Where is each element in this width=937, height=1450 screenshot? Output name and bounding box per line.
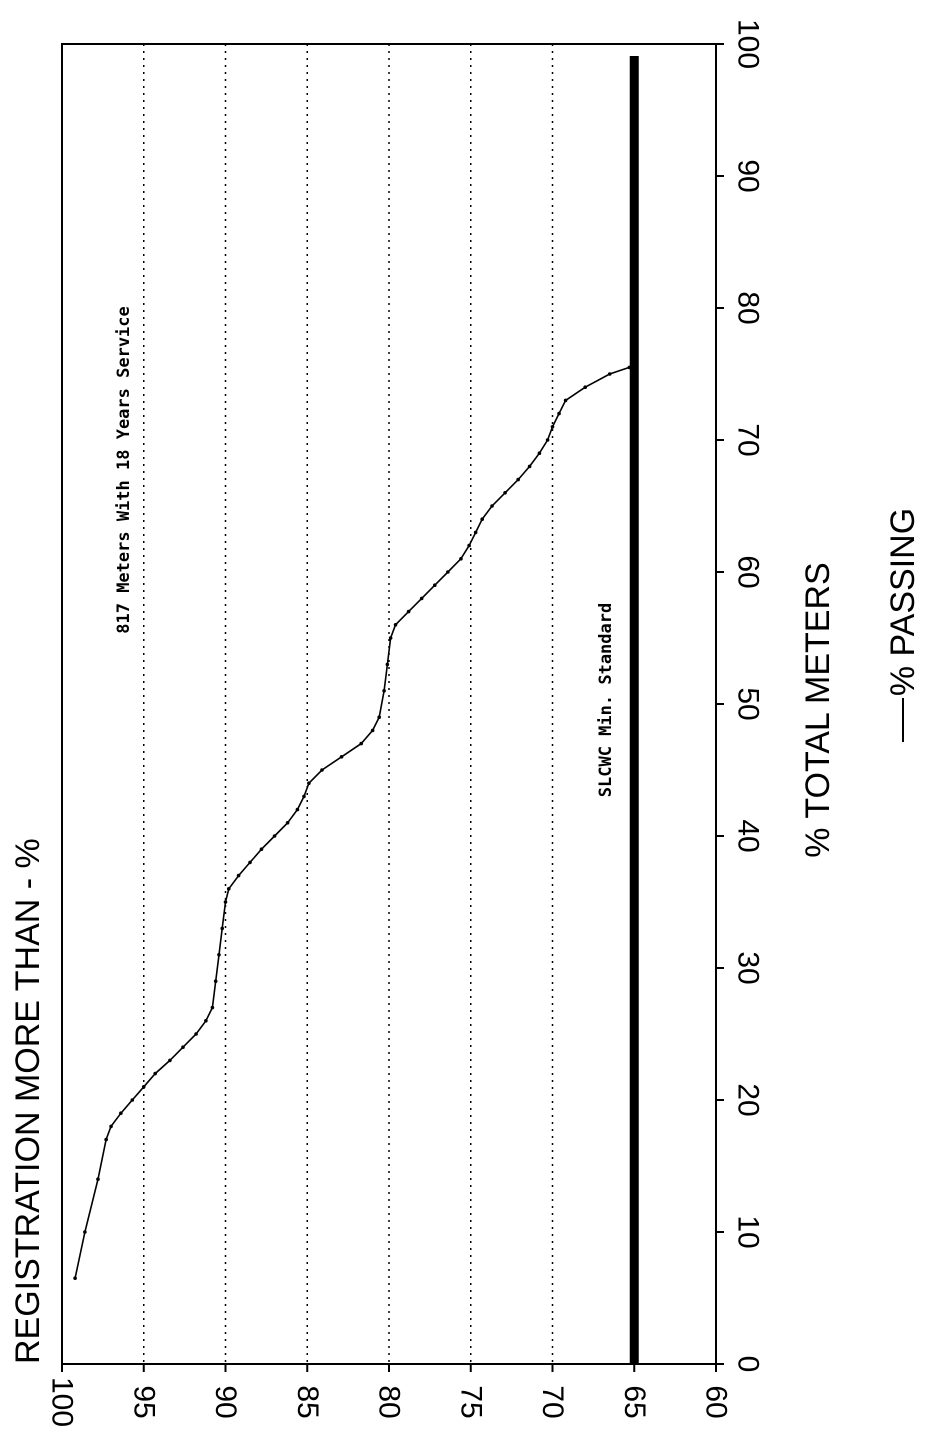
data-point: [210, 1005, 215, 1010]
x-tick-label: 90: [732, 159, 765, 192]
data-point: [168, 1058, 172, 1063]
data-point: [545, 438, 550, 442]
x-tick-label: 100: [732, 19, 765, 69]
y-tick-label: 100: [46, 1377, 79, 1427]
data-point: [607, 372, 612, 376]
series-line: [74, 366, 630, 1279]
y-tick-label: 65: [618, 1385, 651, 1418]
annotation-meters: 817 Meters With 18 Years Service: [114, 306, 134, 634]
data-point: [550, 425, 555, 429]
data-point: [153, 1071, 157, 1076]
data-point: [220, 926, 225, 931]
data-point: [226, 887, 231, 891]
data-point: [370, 728, 375, 733]
y-tick-label: 70: [536, 1385, 569, 1418]
data-point: [527, 464, 532, 469]
x-tick-label: 20: [732, 1083, 765, 1116]
legend-label: % PASSING: [884, 508, 922, 696]
x-tick-label: 30: [732, 951, 765, 984]
x-axis-label: % TOTAL METERS: [799, 562, 837, 857]
data-point: [432, 583, 437, 587]
annotation-standard: SLCWC Min. Standard: [596, 603, 616, 797]
data-point: [557, 411, 561, 416]
data-point: [382, 689, 386, 693]
y-tick-label: 95: [127, 1385, 160, 1418]
data-point: [516, 477, 520, 482]
data-point: [141, 1085, 146, 1089]
data-point: [109, 1124, 113, 1129]
data-point: [236, 873, 241, 878]
data-point: [217, 953, 221, 957]
x-tick-label: 10: [732, 1215, 765, 1248]
data-point: [388, 636, 393, 640]
y-tick-label: 80: [373, 1385, 406, 1418]
data-point: [563, 398, 568, 403]
data-point: [73, 1276, 77, 1280]
y-tick-label: 85: [291, 1385, 324, 1418]
plot-area: 100 95 90 85 80 75 70 65 60 0 10 20 30 40 50 60 70 80 90 10…: [9, 19, 922, 1427]
data-point: [467, 543, 471, 548]
data-point: [119, 1111, 123, 1115]
data-point: [285, 821, 290, 825]
data-point: [473, 530, 478, 535]
data-point: [393, 623, 398, 627]
y-tick-label: 60: [700, 1385, 733, 1418]
data-point: [204, 1019, 208, 1023]
data-point: [459, 557, 463, 561]
data-point: [320, 768, 324, 772]
chart-title: REGISTRATION MORE THAN - %: [9, 838, 47, 1364]
data-point: [181, 1045, 185, 1049]
data-point: [130, 1098, 135, 1102]
plot-frame: [61, 43, 717, 1365]
data-point: [213, 979, 218, 983]
x-tick-label: 70: [732, 423, 765, 456]
data-point: [295, 807, 300, 812]
data-point: [104, 1137, 108, 1142]
x-tick-label: 40: [732, 819, 765, 852]
x-tick-label: 60: [732, 555, 765, 588]
data-point: [490, 504, 494, 508]
data-point: [259, 847, 264, 851]
data-point: [406, 609, 411, 614]
data-point: [537, 451, 542, 456]
x-tick-label: 80: [732, 291, 765, 324]
data-point: [385, 662, 390, 667]
data-point: [480, 517, 484, 521]
data-point: [503, 491, 507, 495]
data-point: [419, 596, 424, 601]
data-point: [627, 365, 632, 370]
y-tick-label: 75: [454, 1385, 487, 1418]
data-point: [96, 1177, 100, 1181]
data-point: [272, 834, 277, 838]
data-point: [248, 860, 252, 865]
data-point: [194, 1032, 198, 1036]
data-point: [377, 715, 381, 719]
x-tick-label: 50: [732, 687, 765, 720]
data-point: [223, 900, 228, 904]
x-tick-label: 0: [732, 1356, 765, 1373]
y-tick-label: 90: [209, 1385, 242, 1418]
data-point: [302, 794, 306, 799]
data-point: [339, 755, 344, 759]
data-point: [307, 781, 311, 785]
data-point: [583, 385, 587, 390]
data-point: [446, 570, 450, 574]
data-point: [83, 1230, 87, 1234]
data-point: [359, 741, 364, 746]
